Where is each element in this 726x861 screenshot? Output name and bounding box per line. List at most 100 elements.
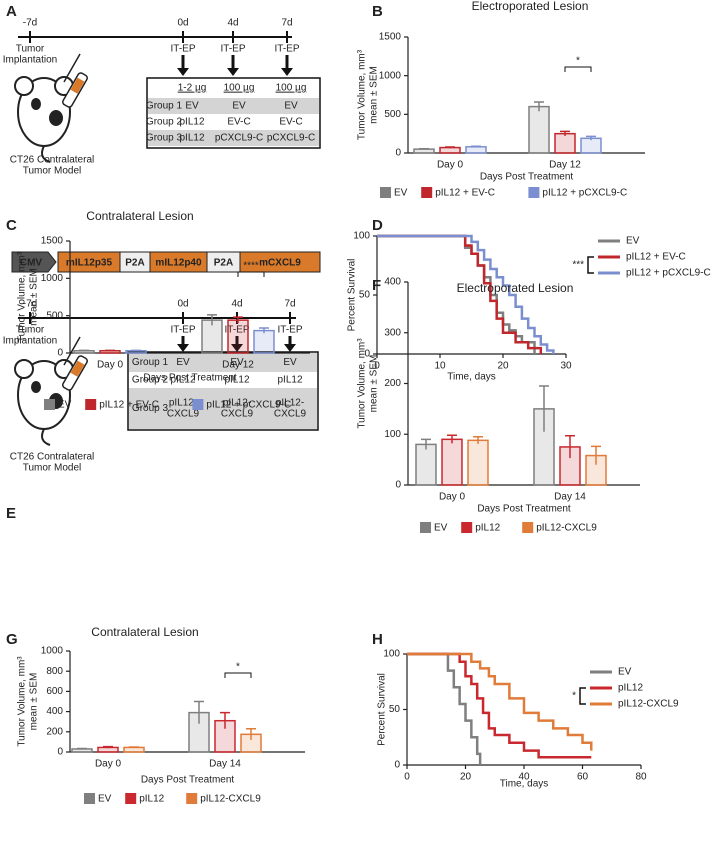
- row-bg: [129, 353, 317, 372]
- legend-label: pIL12 + EV-C: [626, 252, 686, 263]
- x-tick-label: 30: [560, 361, 572, 372]
- x-axis-label: Time, days: [500, 779, 549, 790]
- error-bar: [79, 349, 89, 352]
- group-cell: pIL12: [179, 117, 204, 128]
- bar: [415, 443, 437, 486]
- x-axis-label: Days Post Treatment: [141, 775, 235, 786]
- group-cell: EV: [284, 101, 298, 112]
- gene-label: CMV: [20, 258, 43, 269]
- legend-label: pIL12 + EV-C: [99, 400, 159, 411]
- chart-title: Contralateral Lesion: [91, 625, 198, 639]
- bar: [528, 105, 550, 154]
- error-bar: [207, 314, 217, 326]
- y-tick-label: 1500: [379, 32, 402, 43]
- bar: [413, 148, 435, 154]
- model-caption: Tumor Model: [23, 463, 82, 474]
- chart-title: Electroporated Lesion: [457, 281, 574, 295]
- x-tick-label: 0: [404, 772, 410, 783]
- significance-bracket: [237, 271, 265, 277]
- significance-label: *: [572, 691, 576, 702]
- timeline-label: 0d: [177, 18, 188, 29]
- group-name: Group 1: [146, 101, 183, 112]
- legend-label: pIL12 + pCXCL9-C: [626, 268, 711, 279]
- error-bar: [259, 327, 269, 334]
- error-bar: [131, 349, 141, 352]
- x-tick-label: Day 12: [549, 160, 581, 171]
- bar: [441, 438, 463, 486]
- x-tick-label: Day 0: [97, 360, 124, 371]
- x-tick-label: 0: [374, 361, 380, 372]
- significance-label: *: [236, 662, 240, 673]
- survival-curve: [407, 652, 593, 751]
- timeline-label: 7d: [284, 299, 295, 310]
- timeline-label: 4d: [231, 299, 242, 310]
- legend-swatch: [421, 187, 433, 198]
- legend-label: pIL12 + EV-C: [435, 188, 495, 199]
- group-name: Group 3: [132, 403, 169, 414]
- error-bar: [77, 747, 87, 750]
- dose-label: 100 µg: [224, 83, 255, 94]
- error-bar: [246, 728, 256, 740]
- x-tick-label: 80: [635, 772, 647, 783]
- row-bg: [148, 130, 319, 146]
- legend-label: pIL12: [139, 794, 164, 805]
- y-axis-label: Tumor Volume, mm³: [357, 338, 368, 429]
- y-tick-label: 200: [384, 378, 401, 389]
- arrow-head: [284, 344, 296, 352]
- error-bar: [421, 438, 431, 450]
- survival-curve: [407, 652, 482, 765]
- x-axis-label: Days Post Treatment: [480, 172, 574, 183]
- y-axis-label: mean ± SEM: [369, 355, 380, 413]
- error-bar: [565, 435, 575, 459]
- arrow-head: [281, 68, 293, 76]
- y-tick-label: 100: [384, 429, 401, 440]
- group-cell: EV: [185, 101, 199, 112]
- error-bar: [560, 130, 570, 136]
- y-axis-label: mean ± SEM: [29, 268, 40, 326]
- x-tick-label: Day 14: [554, 492, 586, 503]
- significance-bracket: [224, 672, 252, 678]
- y-axis-label: Tumor Volume, mm³: [357, 49, 368, 140]
- group-cell: pIL12-: [169, 398, 197, 409]
- group-name: Group 3: [146, 133, 183, 144]
- legend-label: pIL12 + pCXCL9-C: [206, 400, 291, 411]
- dose-label: 1-2 µg: [178, 83, 207, 94]
- legend-label: pIL12 + pCXCL9-C: [542, 188, 627, 199]
- y-tick-label: 200: [46, 726, 63, 737]
- injection-label: IT-EP: [220, 44, 245, 55]
- bar: [227, 319, 249, 354]
- legend-label: pIL12-CXCL9: [536, 523, 597, 534]
- gene-label: P2A: [125, 258, 144, 269]
- error-bar: [445, 146, 455, 149]
- error-bar: [220, 711, 230, 729]
- legend-swatch: [186, 793, 198, 804]
- group-cell: pCXCL9-C: [267, 133, 315, 144]
- significance-label: *: [576, 56, 580, 67]
- row-bg: [129, 388, 317, 429]
- legend-label: pIL12: [475, 523, 500, 534]
- legend-label: EV: [618, 667, 632, 678]
- x-tick-label: Day 0: [437, 160, 464, 171]
- injection-label: IT-EP: [170, 325, 195, 336]
- gene-label: mIL12p40: [155, 258, 202, 269]
- y-tick-label: 500: [46, 310, 63, 321]
- event-label: Implantation: [3, 336, 57, 347]
- error-bar: [591, 445, 601, 465]
- y-axis-label: Tumor Volume, mm³: [17, 251, 28, 342]
- gene-label: mIL12p35: [66, 258, 113, 269]
- x-tick-label: Day 0: [95, 759, 122, 770]
- y-tick-label: 50: [359, 290, 371, 301]
- legend-label: EV: [394, 188, 408, 199]
- panel-label: G: [6, 631, 18, 648]
- group-cell: pIL12: [277, 375, 302, 386]
- panel-label: E: [6, 505, 16, 522]
- y-tick-label: 100: [353, 231, 370, 242]
- group-name: Group 1: [132, 357, 169, 368]
- y-tick-label: 50: [389, 704, 401, 715]
- y-tick-label: 400: [384, 277, 401, 288]
- x-tick-label: Day 14: [209, 759, 241, 770]
- model-caption: Tumor Model: [23, 166, 82, 177]
- y-axis-label: Tumor Volume, mm³: [17, 656, 28, 747]
- survival-curve: [377, 234, 555, 354]
